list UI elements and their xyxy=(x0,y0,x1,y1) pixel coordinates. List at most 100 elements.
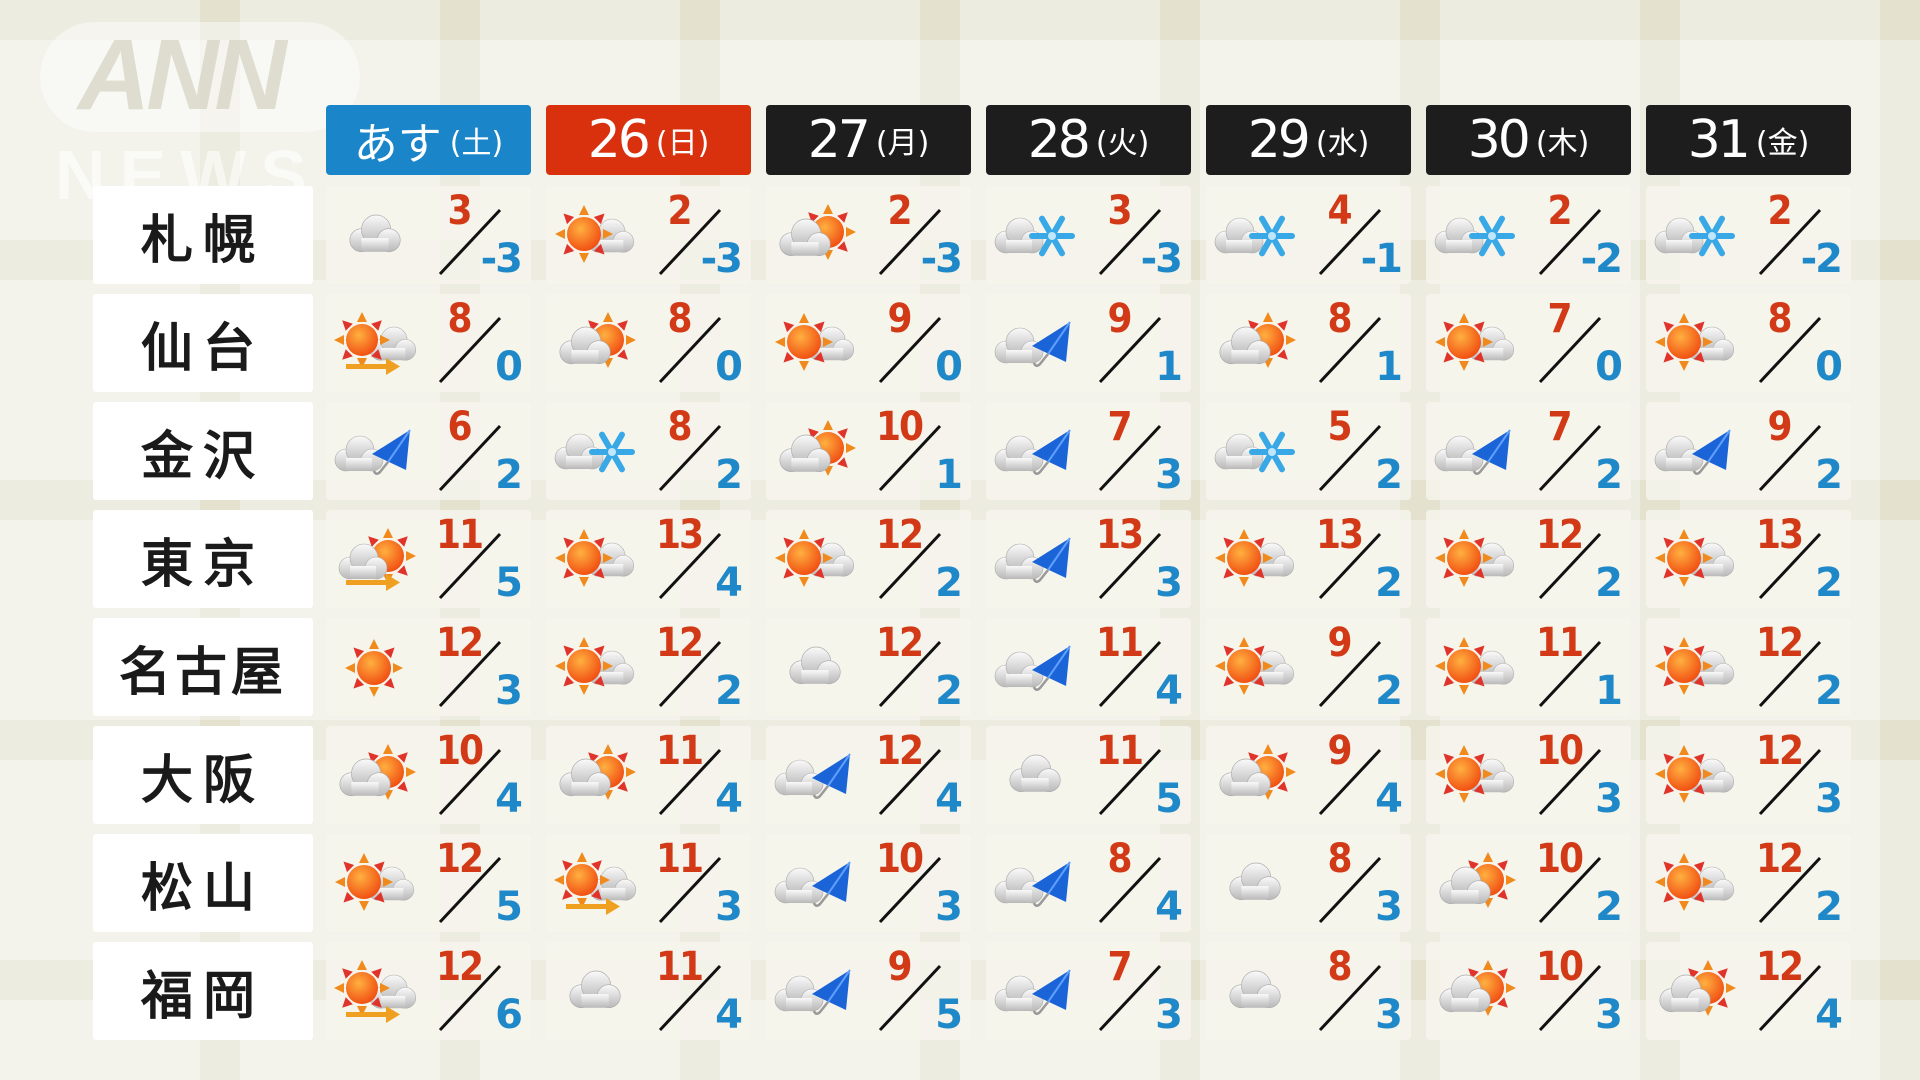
forecast-cell: 7 3 xyxy=(986,942,1191,1040)
weather-sun-cloud-icon xyxy=(1208,632,1304,704)
high-temp: 12 xyxy=(875,728,924,774)
forecast-cell: 13 4 xyxy=(546,510,751,608)
high-temp: 12 xyxy=(875,512,924,558)
temp-slash-divider xyxy=(878,532,942,600)
weather-sun-cloud-icon xyxy=(1208,524,1304,596)
forecast-cell: 10 3 xyxy=(1426,726,1631,824)
temp-slash-divider xyxy=(1538,748,1602,816)
day-header: 27 (月) xyxy=(766,105,971,175)
high-temp: 2 xyxy=(667,188,692,234)
low-temp: 5 xyxy=(935,992,963,1038)
high-temp: 9 xyxy=(1767,404,1792,450)
high-temp: 12 xyxy=(875,620,924,666)
high-temp: 10 xyxy=(875,836,924,882)
temp-slash-divider xyxy=(1318,748,1382,816)
high-temp: 10 xyxy=(1535,836,1584,882)
weather-sun-cloud-icon xyxy=(1428,740,1524,812)
weather-cloud-snow-icon xyxy=(988,200,1084,272)
high-temp: 13 xyxy=(1095,512,1144,558)
low-temp: 2 xyxy=(1815,452,1843,498)
high-temp: 11 xyxy=(1095,620,1144,666)
forecast-cell: 11 1 xyxy=(1426,618,1631,716)
low-temp: 0 xyxy=(935,344,963,390)
day-header: 28 (火) xyxy=(986,105,1191,175)
day-label: 31 xyxy=(1687,110,1751,170)
high-temp: 2 xyxy=(1767,188,1792,234)
weather-cloud-rain-icon xyxy=(1428,416,1524,488)
weather-sun-then-cloud-icon xyxy=(328,956,424,1028)
low-temp: 4 xyxy=(715,776,743,822)
temp-slash-divider xyxy=(1098,424,1162,492)
forecast-cell: 5 2 xyxy=(1206,402,1411,500)
temp-slash-divider xyxy=(438,208,502,276)
day-label: 27 xyxy=(807,110,871,170)
weather-cloud-rain-icon xyxy=(988,848,1084,920)
weather-sun-cloud-icon xyxy=(768,524,864,596)
weather-cloud-sun-icon xyxy=(1208,740,1304,812)
temp-slash-divider xyxy=(1098,532,1162,600)
forecast-cell: 12 4 xyxy=(766,726,971,824)
forecast-cell: 12 2 xyxy=(546,618,751,716)
low-temp: 0 xyxy=(495,344,523,390)
high-temp: 10 xyxy=(875,404,924,450)
weather-sun-cloud-icon xyxy=(328,848,424,920)
day-of-week: (土) xyxy=(449,126,504,161)
weather-cloudy-icon xyxy=(548,956,644,1028)
weather-cloud-snow-icon xyxy=(1208,200,1304,272)
forecast-cell: 8 0 xyxy=(1646,294,1851,392)
temp-slash-divider xyxy=(1758,208,1822,276)
forecast-cell: 2 -3 xyxy=(546,186,751,284)
weather-cloud-sun-icon xyxy=(328,740,424,812)
weather-cloud-snow-icon xyxy=(1648,200,1744,272)
weather-cloud-rain-icon xyxy=(988,956,1084,1028)
low-temp: 2 xyxy=(935,560,963,606)
temp-slash-divider xyxy=(1758,316,1822,384)
city-name: 東京 xyxy=(93,510,313,608)
forecast-cell: 8 4 xyxy=(986,834,1191,932)
low-temp: 3 xyxy=(1155,560,1183,606)
forecast-cell: 8 0 xyxy=(546,294,751,392)
forecast-cell: 11 4 xyxy=(986,618,1191,716)
temp-slash-divider xyxy=(438,424,502,492)
low-temp: 3 xyxy=(935,884,963,930)
forecast-cell: 12 6 xyxy=(326,942,531,1040)
weather-cloud-sun-icon xyxy=(1648,956,1744,1028)
high-temp: 12 xyxy=(435,944,484,990)
temp-slash-divider xyxy=(1538,424,1602,492)
forecast-cell: 11 3 xyxy=(546,834,751,932)
temp-slash-divider xyxy=(1758,532,1822,600)
high-temp: 13 xyxy=(1755,512,1804,558)
weather-sun-cloud-icon xyxy=(1648,740,1744,812)
weather-cloudy-icon xyxy=(328,200,424,272)
forecast-cell: 9 2 xyxy=(1206,618,1411,716)
high-temp: 12 xyxy=(1755,620,1804,666)
high-temp: 12 xyxy=(435,836,484,882)
high-temp: 8 xyxy=(667,296,692,342)
weather-cloudy-icon xyxy=(1208,956,1304,1028)
forecast-cell: 8 3 xyxy=(1206,834,1411,932)
weather-cloudy-icon xyxy=(1208,848,1304,920)
high-temp: 3 xyxy=(1107,188,1132,234)
weather-cloud-snow-icon xyxy=(1208,416,1304,488)
weather-sun-cloud-icon xyxy=(1648,848,1744,920)
temp-slash-divider xyxy=(438,316,502,384)
forecast-cell: 7 0 xyxy=(1426,294,1631,392)
low-temp: 3 xyxy=(1375,884,1403,930)
temp-slash-divider xyxy=(1538,964,1602,1032)
temp-slash-divider xyxy=(1098,208,1162,276)
low-temp: 3 xyxy=(1595,992,1623,1038)
high-temp: 12 xyxy=(1535,512,1584,558)
low-temp: 0 xyxy=(1595,344,1623,390)
high-temp: 12 xyxy=(1755,836,1804,882)
day-label: 30 xyxy=(1467,110,1531,170)
forecast-cell: 11 5 xyxy=(986,726,1191,824)
high-temp: 2 xyxy=(1547,188,1572,234)
low-temp: 2 xyxy=(1815,884,1843,930)
low-temp: 2 xyxy=(1815,560,1843,606)
low-temp: 2 xyxy=(1375,560,1403,606)
temp-slash-divider xyxy=(1758,748,1822,816)
ann-news-logo xyxy=(40,22,360,132)
weather-cloud-snow-icon xyxy=(548,416,644,488)
forecast-cell: 12 2 xyxy=(1646,834,1851,932)
high-temp: 8 xyxy=(1767,296,1792,342)
